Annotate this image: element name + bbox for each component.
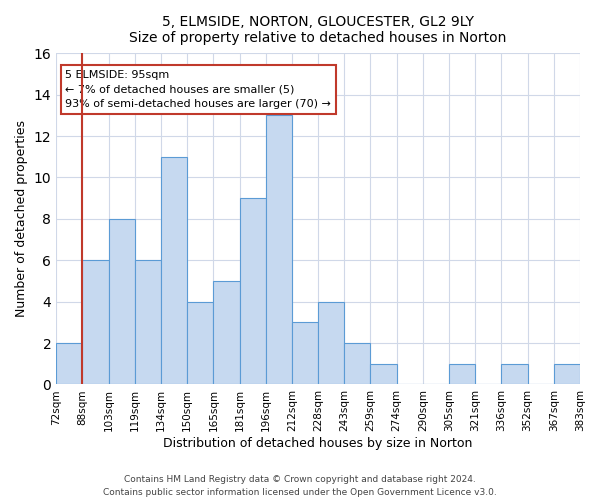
Bar	[82, 260, 109, 384]
Y-axis label: Number of detached properties: Number of detached properties	[15, 120, 28, 318]
Bar	[344, 343, 370, 384]
Bar	[135, 260, 161, 384]
Bar	[292, 322, 318, 384]
Bar	[161, 157, 187, 384]
Bar	[214, 281, 239, 384]
Bar	[370, 364, 397, 384]
Bar	[266, 116, 292, 384]
Bar	[56, 343, 82, 384]
Title: 5, ELMSIDE, NORTON, GLOUCESTER, GL2 9LY
Size of property relative to detached ho: 5, ELMSIDE, NORTON, GLOUCESTER, GL2 9LY …	[130, 15, 507, 45]
Bar	[502, 364, 527, 384]
Text: 5 ELMSIDE: 95sqm
← 7% of detached houses are smaller (5)
93% of semi-detached ho: 5 ELMSIDE: 95sqm ← 7% of detached houses…	[65, 70, 331, 110]
Text: Contains HM Land Registry data © Crown copyright and database right 2024.
Contai: Contains HM Land Registry data © Crown c…	[103, 476, 497, 497]
X-axis label: Distribution of detached houses by size in Norton: Distribution of detached houses by size …	[163, 437, 473, 450]
Bar	[554, 364, 580, 384]
Bar	[318, 302, 344, 384]
Bar	[109, 219, 135, 384]
Bar	[449, 364, 475, 384]
Bar	[239, 198, 266, 384]
Bar	[187, 302, 214, 384]
